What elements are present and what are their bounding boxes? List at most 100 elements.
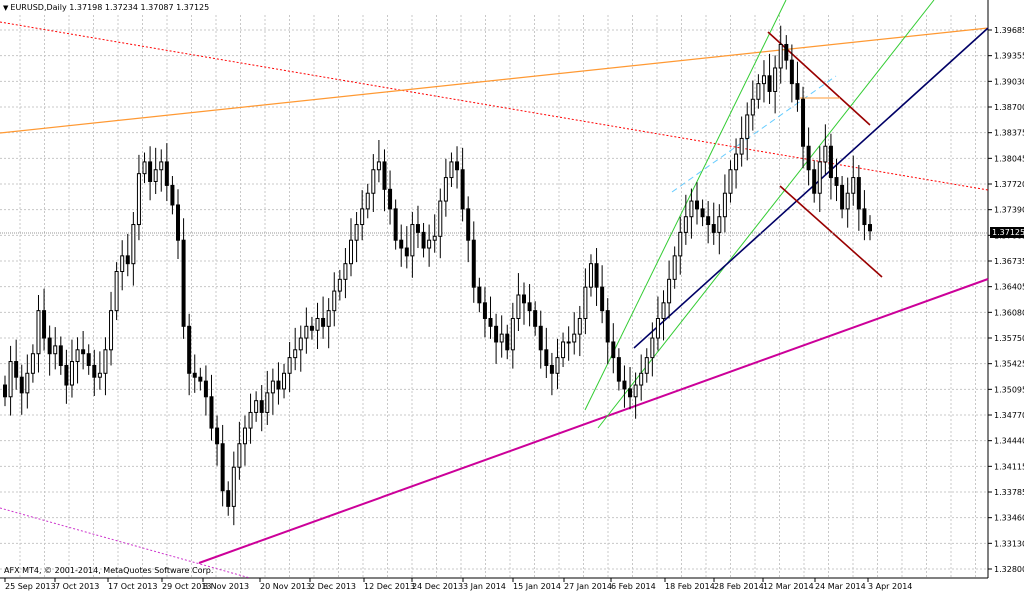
- candle-bull: [231, 466, 236, 507]
- y-tick-label: 1.35750: [994, 334, 1024, 343]
- candle-bull: [516, 294, 521, 319]
- candle-bull: [298, 337, 303, 351]
- candle-bear: [834, 177, 839, 186]
- candle-bear: [522, 294, 526, 304]
- candle-bull: [371, 169, 376, 194]
- candle-bull: [75, 349, 80, 363]
- candle-bull: [817, 161, 822, 194]
- x-tick-label: 18 Feb 2014: [665, 582, 715, 591]
- candle-bear: [226, 490, 231, 507]
- y-tick-label: 1.36735: [994, 257, 1024, 266]
- candle-bear: [181, 239, 186, 327]
- candle-bear: [198, 376, 203, 382]
- candle-bull: [142, 161, 147, 175]
- candle-bull: [655, 317, 660, 339]
- candle-bear: [176, 204, 180, 241]
- candle-bear: [187, 325, 192, 374]
- candle-bear: [544, 349, 549, 366]
- candle-bear: [42, 310, 47, 339]
- candle-bear: [789, 59, 794, 85]
- wedge-lower-line: [779, 185, 883, 278]
- candle-bull: [237, 443, 242, 468]
- candle-bear: [64, 364, 69, 386]
- candle-bear: [695, 200, 699, 210]
- candle-bull: [639, 372, 644, 386]
- candle-bull: [410, 224, 415, 257]
- trend-lines[interactable]: [0, 0, 989, 579]
- y-tick-label: 1.39030: [994, 77, 1024, 86]
- candle-bear: [549, 364, 554, 374]
- candle-bear: [856, 177, 861, 210]
- candle-bull: [778, 43, 783, 69]
- candle-bear: [862, 208, 867, 226]
- candle-bear: [505, 333, 510, 351]
- y-tick-label: 1.35095: [994, 385, 1024, 394]
- candles: [3, 25, 872, 526]
- candle-bear: [622, 380, 627, 390]
- candle-bull: [254, 400, 259, 413]
- x-tick-label: 3 Jan 2014: [463, 582, 506, 591]
- candle-bear: [828, 145, 833, 179]
- y-tick-label: 1.37390: [994, 206, 1024, 215]
- y-tick-label: 1.36405: [994, 283, 1024, 292]
- candle-bear: [806, 145, 811, 171]
- y-tick-label: 1.38375: [994, 129, 1024, 138]
- candle-bull: [114, 271, 119, 312]
- current-price-tag: 1.37125: [990, 227, 1024, 238]
- y-tick-label: 1.34770: [994, 411, 1024, 420]
- candle-bear: [321, 317, 326, 327]
- candle-bear: [276, 380, 281, 390]
- candle-bear: [58, 345, 63, 366]
- y-tick-label: 1.36080: [994, 308, 1024, 317]
- resistance-line: [0, 27, 989, 134]
- candle-bull: [120, 255, 125, 273]
- candle-bear: [494, 325, 499, 343]
- candle-bull: [242, 427, 247, 445]
- time-axis: 25 Sep 2013 7 Oct 2013 17 Oct 2013 29 Oct 2…: [4, 578, 912, 591]
- candle-bear: [795, 83, 800, 100]
- support-line: [198, 278, 989, 564]
- candle-bear: [700, 208, 705, 218]
- candle-bull: [376, 161, 381, 171]
- candle-bull: [683, 216, 688, 233]
- x-tick-label: 3 Apr 2014: [868, 582, 912, 591]
- candle-bear: [628, 388, 633, 398]
- candle-bull: [555, 357, 560, 374]
- candle-bull: [577, 317, 582, 335]
- candle-bull: [315, 317, 320, 331]
- y-tick-label: 1.33785: [994, 488, 1024, 497]
- candle-bull: [672, 255, 677, 280]
- chart-header: ▼ EURUSD,Daily 1.37198 1.37234 1.37087 1.…: [3, 3, 209, 12]
- candle-bull: [53, 345, 58, 355]
- x-tick-label: 20 Nov 2013: [260, 582, 311, 591]
- candle-bear: [605, 310, 610, 343]
- candle-bear: [840, 184, 845, 210]
- dropdown-arrow-icon[interactable]: ▼: [3, 4, 9, 12]
- candle-bull: [443, 177, 448, 202]
- candle-bear: [421, 231, 426, 249]
- candle-bear: [868, 224, 872, 232]
- candle-bull: [438, 200, 443, 237]
- x-tick-label: 12 Dec 2013: [364, 582, 415, 591]
- candle-bear: [471, 239, 476, 288]
- candle-bear: [125, 255, 130, 265]
- candle-bear: [81, 349, 86, 355]
- candle-bear: [309, 325, 314, 331]
- candle-bear: [767, 75, 772, 92]
- candle-bull: [293, 349, 298, 359]
- candle-bull: [354, 224, 359, 241]
- candle-bear: [393, 208, 398, 241]
- candle-bull: [689, 200, 694, 218]
- candle-bull: [633, 384, 638, 398]
- candle-bull: [25, 372, 30, 394]
- dashed-cyan-line: [671, 75, 837, 193]
- candle-bull: [499, 333, 504, 343]
- candle-bear: [382, 161, 387, 190]
- candle-bull: [667, 278, 672, 304]
- candle-bear: [533, 310, 538, 327]
- candle-bull: [36, 310, 41, 355]
- candle-bear: [164, 161, 169, 186]
- candle-bull: [365, 192, 370, 210]
